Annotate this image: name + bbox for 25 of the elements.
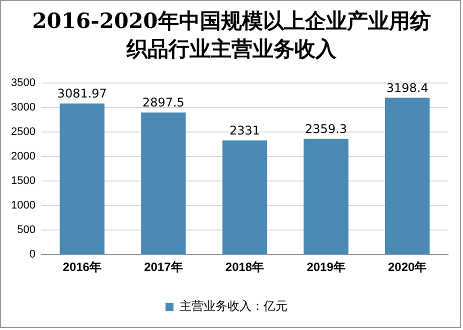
data-label: 2359.3 [305,122,348,136]
y-tick-label: 2500 [10,126,36,138]
y-tick-label: 3000 [10,102,36,114]
bar [222,140,268,254]
data-label: 3081.97 [57,86,107,101]
legend-label: 主营业务收入：亿元 [180,299,288,314]
y-tick-label: 3500 [10,77,36,90]
bar [384,98,430,254]
x-tick-label: 2017年 [144,260,183,274]
data-label: 2897.5 [142,96,184,110]
x-tick-label: 2020年 [388,260,427,274]
y-tick-label: 500 [17,224,36,236]
bar [141,112,186,254]
data-label: 2331 [229,123,260,138]
data-label: 3198.4 [386,80,428,95]
x-tick-label: 2018年 [225,260,264,274]
y-tick-label: 2000 [10,150,36,163]
chart-title: 2016-2020年中国规模以上企业产业用纺织品行业主营业务收入 [31,7,432,63]
x-tick-label: 2019年 [306,260,346,274]
x-tick-label: 2016年 [62,260,102,274]
y-tick-label: 1000 [10,200,36,212]
bar [304,138,348,254]
bar [60,103,104,254]
y-tick-label: 0 [29,248,36,261]
y-tick-label: 1500 [10,175,36,188]
